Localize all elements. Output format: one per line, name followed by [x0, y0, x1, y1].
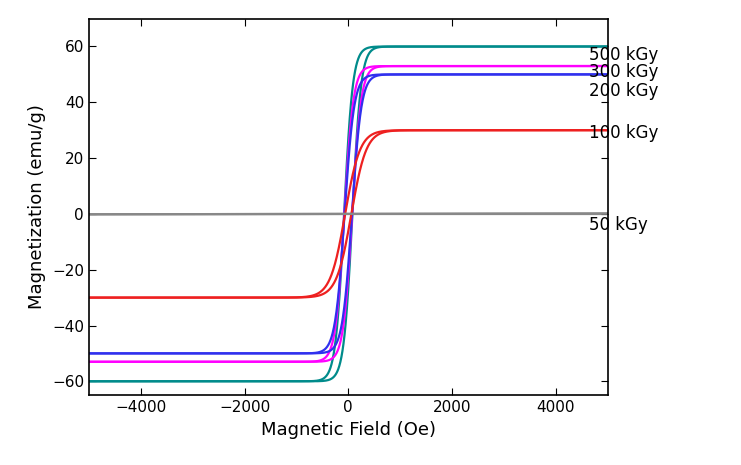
Y-axis label: Magnetization (emu/g): Magnetization (emu/g): [28, 105, 47, 309]
Text: 300 kGy: 300 kGy: [590, 63, 659, 80]
X-axis label: Magnetic Field (Oe): Magnetic Field (Oe): [261, 421, 436, 438]
Text: 50 kGy: 50 kGy: [590, 216, 648, 234]
Text: 100 kGy: 100 kGy: [590, 124, 659, 142]
Text: 200 kGy: 200 kGy: [590, 82, 659, 100]
Text: 500 kGy: 500 kGy: [590, 46, 659, 64]
